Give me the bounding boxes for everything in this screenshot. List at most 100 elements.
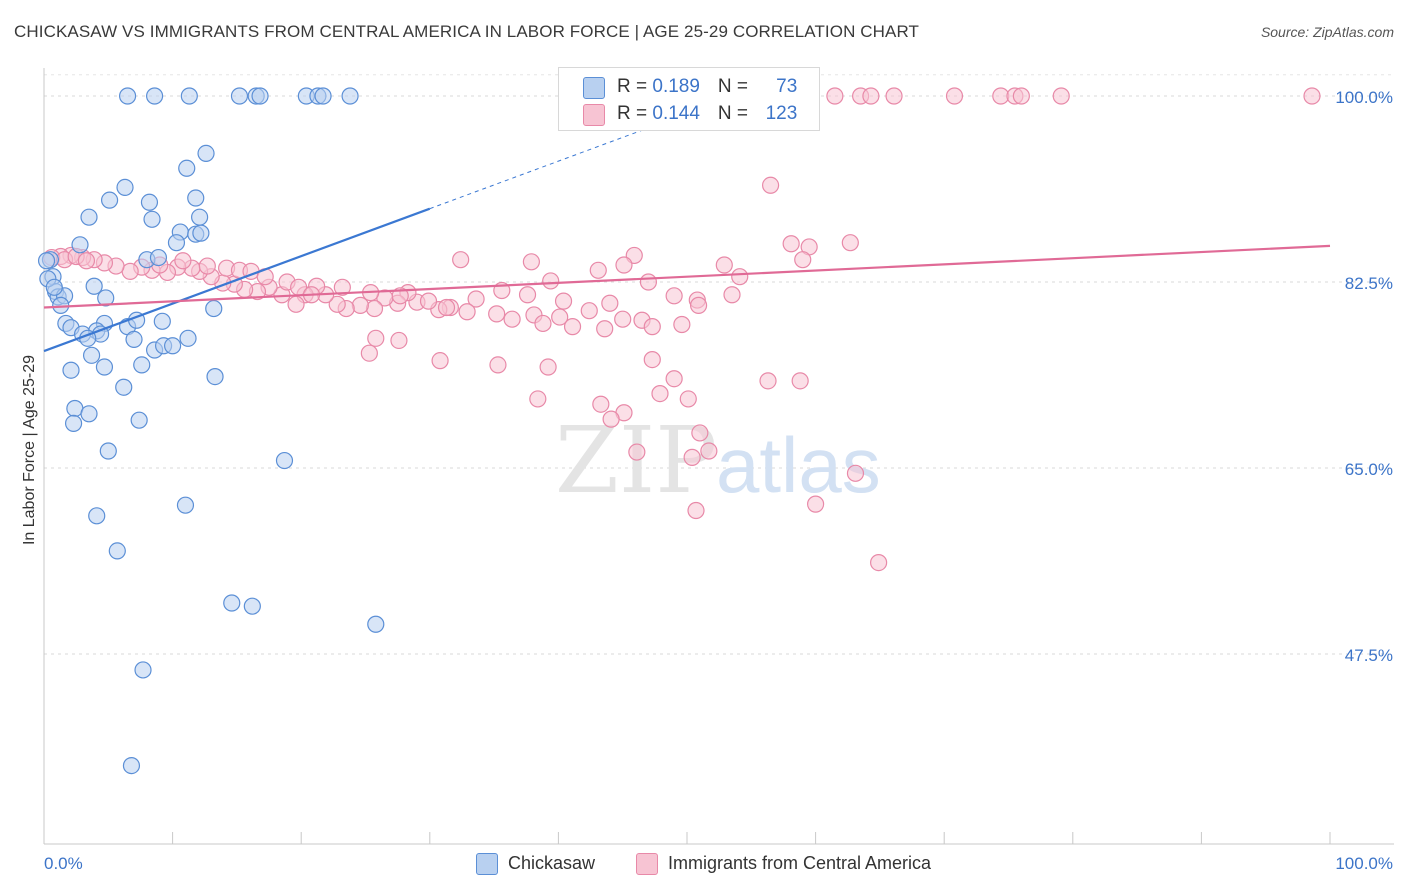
point-immigrants	[589, 261, 607, 279]
point-chickasaw	[71, 236, 89, 254]
bottom-legend-label: Immigrants from Central America	[668, 853, 932, 873]
point-chickasaw	[88, 507, 106, 525]
point-immigrants	[542, 272, 560, 290]
point-chickasaw	[122, 756, 141, 775]
point-chickasaw	[80, 405, 98, 423]
y-tick-label: 100.0%	[1335, 88, 1393, 107]
point-chickasaw	[164, 337, 182, 355]
point-immigrants	[488, 305, 506, 323]
point-immigrants	[534, 314, 552, 333]
series-chickasaw-points	[37, 87, 385, 775]
point-chickasaw	[99, 442, 117, 460]
point-immigrants	[518, 286, 537, 304]
trendline-chickasaw	[43, 207, 431, 353]
bottom-legend-swatch-pink	[636, 853, 658, 875]
point-chickasaw	[243, 597, 261, 615]
point-immigrants	[467, 290, 485, 308]
point-chickasaw	[197, 144, 215, 162]
point-chickasaw	[176, 496, 195, 514]
axes	[43, 68, 1394, 845]
point-immigrants	[1303, 87, 1321, 105]
bottom-legend-chickasaw: Chickasaw	[476, 852, 616, 876]
point-chickasaw	[115, 378, 133, 396]
point-immigrants	[791, 372, 809, 390]
point-chickasaw	[191, 208, 209, 226]
point-immigrants	[174, 252, 192, 270]
point-immigrants	[687, 501, 705, 520]
y-axis-label-wrap: In Labor Force | Age 25-29	[18, 300, 42, 600]
point-chickasaw	[167, 234, 186, 252]
point-immigrants	[592, 395, 610, 413]
point-immigrants	[614, 310, 632, 328]
point-immigrants	[870, 553, 888, 572]
bottom-legend-label: Chickasaw	[508, 853, 596, 873]
point-immigrants	[539, 358, 557, 376]
point-immigrants	[1052, 87, 1070, 105]
point-immigrants	[580, 302, 598, 320]
point-immigrants	[683, 448, 701, 466]
point-immigrants	[452, 251, 470, 269]
point-immigrants	[782, 235, 800, 253]
point-immigrants	[673, 315, 691, 334]
legend-swatch-pink	[583, 104, 605, 126]
point-chickasaw	[149, 248, 168, 267]
point-chickasaw	[251, 87, 269, 105]
point-immigrants	[691, 424, 709, 442]
legend-text: R = 0.144 N = 123	[617, 103, 798, 124]
chart-title: CHICKASAW VS IMMIGRANTS FROM CENTRAL AME…	[14, 22, 920, 41]
gridlines	[44, 74, 1394, 655]
point-chickasaw	[133, 356, 151, 374]
point-immigrants	[643, 350, 661, 369]
point-immigrants	[287, 295, 305, 313]
point-chickasaw	[118, 87, 137, 105]
trendline-chickasaw-extension	[429, 127, 649, 210]
point-chickasaw	[130, 411, 148, 429]
y-axis-label: In Labor Force | Age 25-29	[21, 354, 38, 546]
point-chickasaw	[153, 312, 171, 330]
point-chickasaw	[80, 208, 98, 226]
point-chickasaw	[223, 594, 241, 612]
point-chickasaw	[206, 367, 224, 386]
point-immigrants	[419, 292, 438, 310]
point-immigrants	[198, 257, 216, 275]
x-tick-label: 100.0%	[1335, 854, 1393, 873]
point-immigrants	[489, 356, 507, 374]
point-chickasaw	[116, 178, 134, 197]
point-immigrants	[846, 464, 865, 482]
point-chickasaw	[187, 189, 205, 207]
point-chickasaw	[97, 289, 115, 307]
point-immigrants	[665, 287, 683, 305]
point-chickasaw	[100, 191, 119, 209]
correlation-legend: R = 0.189 N = 73 R = 0.144 N = 123	[558, 67, 820, 131]
point-immigrants	[365, 299, 384, 318]
point-immigrants	[601, 294, 619, 312]
point-immigrants	[596, 320, 614, 338]
point-chickasaw	[85, 277, 103, 295]
point-immigrants	[602, 410, 620, 428]
point-immigrants	[651, 385, 669, 403]
point-immigrants	[615, 256, 633, 274]
point-chickasaw	[341, 87, 359, 105]
point-immigrants	[554, 292, 573, 310]
point-chickasaw	[179, 329, 197, 347]
point-chickasaw	[37, 252, 56, 270]
point-immigrants	[679, 390, 697, 408]
point-immigrants	[431, 352, 449, 370]
point-immigrants	[759, 372, 777, 390]
point-immigrants	[665, 370, 683, 388]
point-chickasaw	[143, 210, 161, 228]
point-immigrants	[390, 331, 408, 350]
point-immigrants	[360, 344, 378, 362]
point-chickasaw	[192, 224, 210, 242]
source-attribution: Source: ZipAtlas.com	[1260, 24, 1394, 40]
point-immigrants	[333, 278, 351, 296]
point-chickasaw	[180, 87, 198, 105]
trendlines	[43, 127, 1331, 353]
point-immigrants	[328, 295, 346, 313]
point-immigrants	[689, 296, 708, 314]
y-tick-label: 47.5%	[1345, 646, 1393, 665]
point-immigrants	[639, 273, 658, 291]
point-chickasaw	[108, 542, 126, 560]
point-immigrants	[367, 329, 385, 347]
point-immigrants	[522, 253, 540, 271]
